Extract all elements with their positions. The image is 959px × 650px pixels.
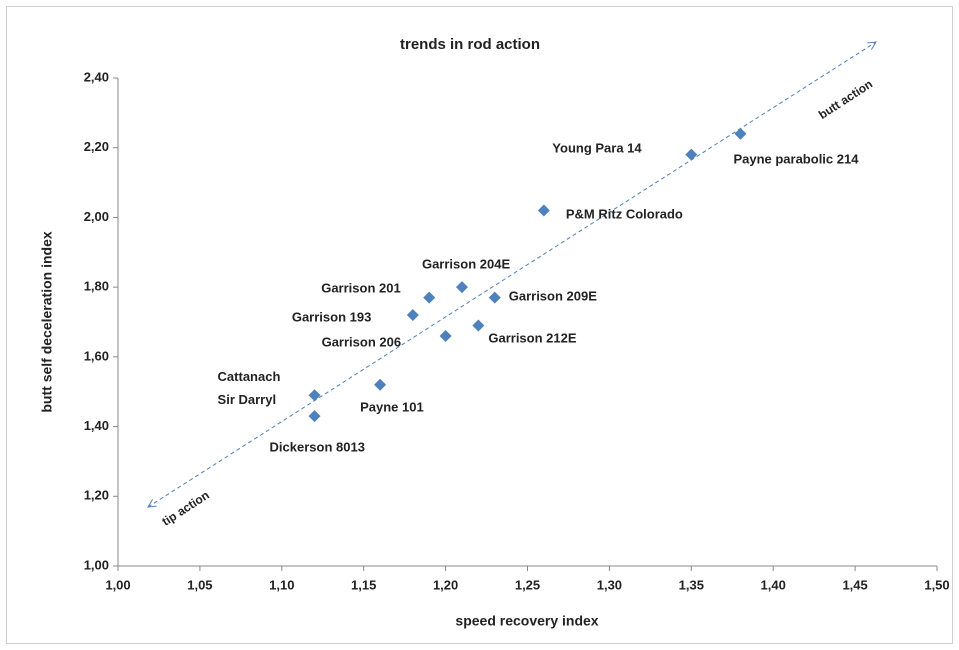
y-tick-label: 1,80 — [84, 279, 109, 294]
y-tick-label: 2,40 — [84, 69, 109, 84]
point-label: P&M Ritz Colorado — [565, 206, 683, 222]
x-tick-label: 1,35 — [679, 577, 704, 592]
point — [308, 389, 321, 402]
point — [537, 204, 550, 217]
point-label: Garrison 212E — [488, 330, 577, 346]
y-tick-label: 2,20 — [84, 139, 109, 154]
x-tick-label: 1,05 — [187, 577, 212, 592]
x-axis-label: speed recovery index — [455, 613, 598, 629]
point-label: Garrison 193 — [291, 309, 372, 325]
x-tick-label: 1,40 — [761, 577, 786, 592]
point — [455, 281, 468, 294]
chart-title: trends in rod action — [400, 36, 540, 53]
point — [374, 378, 387, 391]
point-label: Garrison 209E — [508, 288, 597, 304]
y-axis-label: butt self deceleration index — [39, 231, 55, 412]
y-tick-label: 2,00 — [84, 209, 109, 224]
point-label: Cattanach Sir Darryl — [217, 369, 281, 408]
point-label: Payne 101 — [360, 399, 424, 415]
point-label: Garrison 201 — [321, 280, 401, 296]
point-label: Payne parabolic 214 — [733, 151, 859, 167]
point — [439, 329, 452, 342]
point — [488, 291, 501, 304]
point — [685, 148, 698, 161]
x-tick-label: 1,25 — [515, 577, 540, 592]
x-tick-label: 1,20 — [433, 577, 458, 592]
point-label: Garrison 204E — [421, 256, 511, 272]
x-tick-label: 1,10 — [269, 577, 294, 592]
point — [308, 410, 321, 423]
x-tick-label: 1,45 — [842, 577, 867, 592]
point — [734, 127, 747, 140]
x-tick-label: 1,15 — [351, 577, 376, 592]
y-tick-label: 1,00 — [84, 557, 109, 572]
y-tick-label: 1,40 — [84, 418, 109, 433]
x-tick-label: 1,50 — [924, 577, 949, 592]
x-tick-label: 1,30 — [597, 577, 622, 592]
y-tick-label: 1,20 — [84, 488, 109, 503]
point-label: Young Para 14 — [552, 140, 642, 156]
point-label: Garrison 206 — [321, 334, 402, 350]
point — [472, 319, 485, 332]
trend-arrow — [148, 42, 876, 507]
point-label: Dickerson 8013 — [269, 439, 365, 455]
point — [423, 291, 436, 304]
x-tick-label: 1,00 — [105, 577, 130, 592]
y-tick-label: 1,60 — [84, 348, 109, 363]
point — [406, 309, 419, 322]
